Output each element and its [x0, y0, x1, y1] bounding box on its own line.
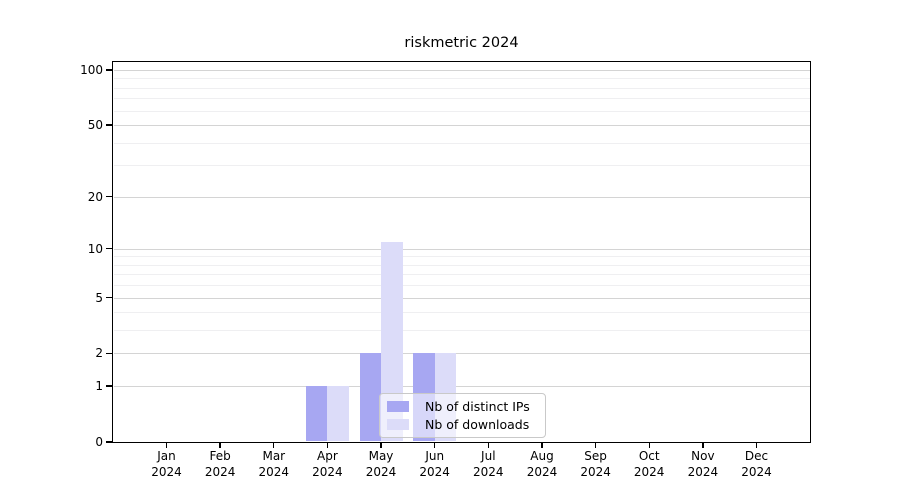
gridline-minor-7: [113, 274, 811, 276]
x-tick-label-aug: Aug 2024: [526, 449, 558, 479]
gridline-minor-70: [113, 98, 811, 100]
x-tick-mar: [273, 441, 275, 448]
gridline-minor-80: [113, 87, 811, 89]
gridline-minor-30: [113, 165, 811, 167]
gridline-minor-6: [113, 285, 811, 287]
bar-may-distinct-ips: [359, 353, 381, 442]
bar-apr-downloads: [327, 386, 349, 442]
x-tick-aug: [541, 441, 543, 448]
y-tick-10: [105, 248, 113, 250]
y-tick-label-100: 100: [80, 63, 103, 77]
gridline-10: [113, 248, 811, 250]
chart-title: riskmetric 2024: [404, 35, 519, 51]
x-tick-jan: [165, 441, 168, 448]
y-tick-100: [105, 69, 113, 71]
x-tick-label-may: May 2024: [365, 449, 397, 479]
x-tick-apr: [326, 441, 329, 448]
x-tick-oct: [648, 441, 650, 448]
legend-swatch-downloads: [387, 419, 409, 430]
bar-apr-distinct-ips: [305, 386, 328, 442]
y-tick-50: [105, 124, 113, 126]
legend-item-downloads: Nb of downloads: [387, 417, 539, 432]
y-tick-2: [105, 352, 113, 355]
bar-may-downloads: [381, 241, 403, 442]
x-tick-label-sep: Sep 2024: [580, 449, 611, 479]
gridline-1: [113, 386, 811, 388]
legend-swatch-distinct-ips: [387, 401, 409, 412]
x-tick-may: [380, 441, 382, 448]
gridline-minor-3: [113, 330, 811, 332]
x-tick-jun: [434, 441, 436, 448]
gridline-minor-9: [113, 256, 811, 258]
gridline-100: [113, 70, 811, 71]
y-tick-label-50: 50: [87, 118, 103, 133]
x-tick-label-dec: Dec 2024: [741, 449, 772, 479]
x-tick-label-oct: Oct 2024: [633, 449, 665, 479]
x-tick-jul: [487, 441, 489, 448]
y-tick-1: [105, 385, 113, 387]
legend-item-distinct-ips: Nb of distinct IPs: [387, 399, 539, 414]
x-tick-feb: [219, 441, 221, 448]
legend: Nb of distinct IPs Nb of downloads: [379, 393, 546, 438]
y-tick-label-10: 10: [87, 241, 103, 256]
y-tick-20: [105, 195, 113, 198]
gridline-minor-8: [113, 264, 811, 266]
gridline-2: [113, 353, 811, 355]
x-tick-label-apr: Apr 2024: [312, 449, 343, 479]
x-tick-label-jan: Jan 2024: [151, 449, 182, 479]
x-tick-label-jun: Jun 2024: [419, 449, 450, 479]
y-tick-0: [105, 441, 113, 443]
gridline-minor-4: [113, 312, 811, 314]
legend-label-distinct-ips: Nb of distinct IPs: [425, 399, 530, 414]
gridline-minor-60: [113, 110, 811, 112]
y-tick-label-5: 5: [95, 290, 103, 305]
gridline-minor-90: [113, 78, 811, 80]
gridline-20: [113, 196, 811, 198]
x-tick-label-nov: Nov 2024: [687, 449, 719, 479]
gridline-minor-40: [113, 142, 811, 144]
y-tick-label-0: 0: [95, 435, 103, 449]
gridline-50: [113, 125, 811, 127]
x-tick-nov: [702, 441, 704, 448]
x-tick-label-feb: Feb 2024: [204, 449, 236, 479]
y-tick-label-20: 20: [87, 189, 103, 204]
legend-label-downloads: Nb of downloads: [425, 417, 530, 432]
x-tick-dec: [755, 441, 758, 448]
x-tick-label-jul: Jul 2024: [473, 449, 504, 479]
y-tick-5: [105, 296, 113, 299]
y-tick-label-2: 2: [95, 346, 103, 361]
x-tick-sep: [594, 441, 597, 448]
y-tick-label-1: 1: [95, 379, 103, 394]
x-tick-label-mar: Mar 2024: [258, 449, 290, 479]
gridline-5: [113, 297, 811, 299]
